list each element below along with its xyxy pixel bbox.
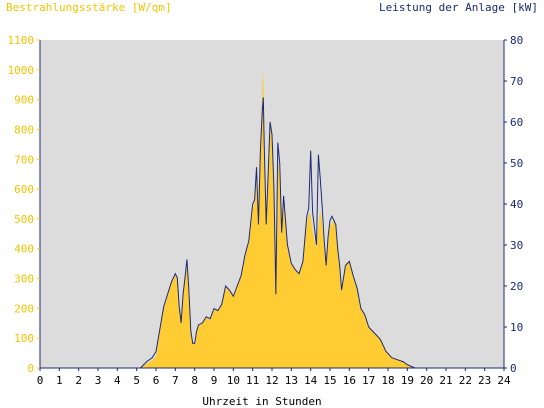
x-tick-label: 12 xyxy=(265,374,278,387)
right-tick-label: 70 xyxy=(510,75,523,88)
x-tick-label: 21 xyxy=(439,374,452,387)
right-axis-ticks: 0 10 20 30 40 50 60 70 80 xyxy=(504,34,523,375)
x-tick-label: 11 xyxy=(246,374,259,387)
x-tick-label: 7 xyxy=(172,374,179,387)
right-tick-label: 80 xyxy=(510,34,523,47)
left-tick-label: 1100 xyxy=(8,34,35,47)
x-tick-label: 15 xyxy=(323,374,336,387)
x-axis-ticks: 0 1 2 3 4 5 6 7 8 9 10 11 12 13 14 15 16 17 18 19 20 21 22 23 24 xyxy=(37,368,511,387)
x-tick-label: 13 xyxy=(285,374,298,387)
x-tick-label: 8 xyxy=(191,374,198,387)
right-tick-label: 0 xyxy=(510,362,517,375)
x-tick-label: 1 xyxy=(56,374,63,387)
x-tick-label: 17 xyxy=(362,374,375,387)
left-tick-label: 600 xyxy=(14,183,34,196)
right-tick-label: 20 xyxy=(510,280,523,293)
x-tick-label: 14 xyxy=(304,374,318,387)
right-tick-label: 50 xyxy=(510,157,523,170)
power-line-layer xyxy=(40,97,504,369)
right-tick-label: 30 xyxy=(510,239,523,252)
x-tick-label: 4 xyxy=(114,374,121,387)
left-tick-label: 1000 xyxy=(8,64,35,77)
irradiance-area-layer xyxy=(40,69,504,368)
left-axis-title: Bestrahlungsstärke [W/qm] xyxy=(6,1,172,14)
x-tick-label: 0 xyxy=(37,374,44,387)
x-tick-label: 22 xyxy=(459,374,472,387)
x-tick-label: 18 xyxy=(381,374,394,387)
x-axis-label: Uhrzeit in Stunden xyxy=(202,395,321,408)
left-tick-label: 900 xyxy=(14,94,34,107)
x-tick-label: 2 xyxy=(75,374,82,387)
right-axis-title: Leistung der Anlage [kW] xyxy=(379,1,538,14)
x-tick-label: 24 xyxy=(497,374,511,387)
x-tick-label: 16 xyxy=(343,374,356,387)
left-tick-label: 500 xyxy=(14,213,34,226)
left-tick-label: 200 xyxy=(14,302,34,315)
x-tick-label: 23 xyxy=(478,374,491,387)
left-tick-label: 700 xyxy=(14,153,34,166)
power-line xyxy=(40,97,504,369)
right-tick-label: 60 xyxy=(510,116,523,129)
x-tick-label: 9 xyxy=(211,374,218,387)
left-tick-label: 0 xyxy=(27,362,34,375)
x-tick-label: 10 xyxy=(227,374,240,387)
right-tick-label: 40 xyxy=(510,198,523,211)
x-tick-label: 20 xyxy=(420,374,433,387)
left-tick-label: 300 xyxy=(14,273,34,286)
left-tick-label: 800 xyxy=(14,123,34,136)
right-tick-label: 10 xyxy=(510,321,523,334)
x-tick-label: 3 xyxy=(95,374,102,387)
x-tick-label: 6 xyxy=(153,374,160,387)
left-tick-label: 100 xyxy=(14,332,34,345)
x-tick-label: 19 xyxy=(401,374,414,387)
irradiance-area xyxy=(40,69,504,368)
x-tick-label: 5 xyxy=(133,374,140,387)
left-axis-ticks: 0 100 200 300 400 500 600 700 800 900 1000 1100 xyxy=(8,34,40,375)
left-tick-label: 400 xyxy=(14,243,34,256)
